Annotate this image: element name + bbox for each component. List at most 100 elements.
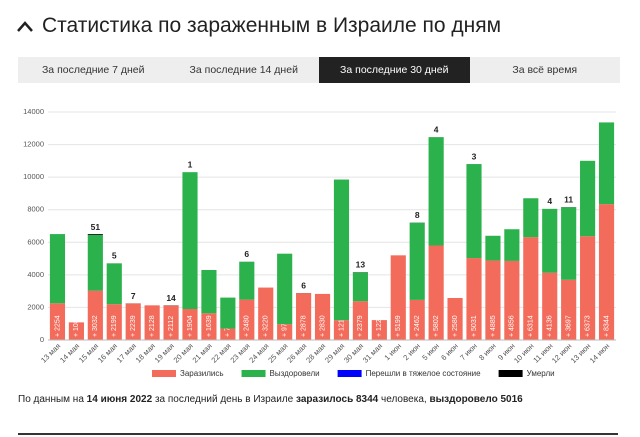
bar-segment	[598, 204, 615, 340]
footer-text: заразилось 8344	[296, 394, 379, 405]
x-tick-label: 21 мая	[191, 341, 214, 364]
value-label: + 2462	[414, 315, 421, 337]
legend-swatch	[241, 370, 266, 377]
value-label: + 2254	[54, 315, 61, 337]
bar-segment	[504, 229, 520, 261]
footer-text: выздоровело 5016	[429, 394, 523, 405]
value-label: + 1083	[73, 315, 80, 337]
bar-segment	[598, 122, 615, 205]
x-tick-label: 5 июн	[420, 341, 441, 362]
value-label: + 975	[282, 319, 289, 337]
x-tick-label: 13 июн	[569, 341, 593, 365]
chevron-icon[interactable]	[16, 20, 34, 34]
value-label: + 5031	[471, 315, 478, 337]
x-tick-label: 6 июн	[439, 341, 460, 362]
tab[interactable]: За всё время	[512, 64, 578, 76]
bar-segment	[201, 313, 217, 340]
legend-label: Умерли	[527, 369, 555, 378]
x-tick-label: 1 июн	[382, 341, 403, 362]
value-label: + 4856	[509, 315, 516, 337]
bar-segment	[49, 303, 66, 340]
x-tick-label: 19 мая	[153, 341, 176, 364]
bar-segment	[561, 279, 577, 340]
value-label: + 1213	[338, 315, 345, 337]
y-tick-label: 8000	[27, 205, 44, 214]
bar-segment	[87, 290, 103, 340]
bar-segment	[163, 305, 179, 340]
legend-label: Выздоровели	[270, 369, 320, 378]
bar-segment	[523, 198, 539, 238]
value-label: + 2379	[357, 315, 364, 337]
bar-segment	[409, 299, 425, 340]
value-label: + 6373	[584, 315, 591, 337]
bar-segment	[87, 234, 103, 291]
bar-segment	[239, 261, 255, 300]
bar-segment	[49, 234, 66, 304]
bar-segment	[258, 287, 274, 340]
bar-segment	[466, 258, 482, 340]
value-label: + 2480	[244, 315, 251, 337]
bar-segment	[580, 236, 596, 340]
bar-segment	[523, 237, 539, 340]
x-tick-label: 24 мая	[247, 341, 270, 364]
bar-segment	[314, 293, 331, 340]
legend-swatch	[498, 370, 523, 377]
bar-segment	[447, 297, 463, 340]
divider	[18, 433, 618, 435]
bar-segment	[466, 164, 482, 259]
footer: По данным на 14 июня 2022 за последний д…	[18, 394, 523, 405]
value-label: + 5802	[433, 315, 440, 337]
legend-swatch	[337, 370, 362, 377]
bar-segment	[296, 293, 312, 340]
x-tick-label: 28 мая	[304, 341, 327, 364]
value-label: + 3032	[92, 315, 99, 337]
death-label: 4	[547, 196, 552, 206]
x-tick-label: 14 мая	[58, 341, 81, 364]
y-tick-label: 14000	[23, 107, 44, 116]
bar-segment	[561, 207, 577, 280]
bar-segment	[542, 272, 558, 340]
tab[interactable]: За последние 30 дней	[319, 57, 470, 83]
value-label: + 2830	[319, 315, 326, 337]
title: Статистика по зараженным в Израиле по дн…	[42, 14, 502, 37]
value-label: + 1639	[206, 315, 213, 337]
x-tick-label: 18 мая	[134, 341, 157, 364]
tab[interactable]: За последние 14 дней	[189, 64, 298, 76]
bar-segment	[277, 324, 293, 340]
x-tick-label: 10 июн	[512, 341, 536, 365]
bar-segment	[352, 301, 368, 340]
value-label: + 1904	[187, 315, 194, 337]
bar-segment	[220, 328, 236, 340]
bar-segment	[352, 272, 368, 302]
x-tick-label: 12 июн	[550, 341, 574, 365]
value-label: + 4885	[490, 315, 497, 337]
death-label: 13	[356, 260, 366, 270]
value-label: + 8344	[603, 315, 610, 337]
x-tick-label: 17 мая	[115, 341, 138, 364]
value-label: + 2239	[130, 315, 137, 337]
y-tick-label: 6000	[27, 237, 44, 246]
bar-segment	[333, 320, 350, 340]
bar-segment	[182, 172, 198, 309]
bar-segment	[428, 245, 444, 340]
death-label: 51	[91, 222, 101, 232]
bar-segment	[144, 305, 160, 340]
y-tick-label: 4000	[27, 270, 44, 279]
bar-segment	[428, 137, 444, 246]
bar-segment	[580, 160, 596, 237]
x-tick-label: 26 мая	[285, 341, 308, 364]
value-label: + 2580	[452, 315, 459, 337]
value-label: + 1222	[376, 315, 383, 337]
death-label: 7	[131, 291, 136, 301]
death-label: 8	[415, 210, 420, 220]
legend-swatch	[152, 370, 176, 377]
death-label: 6	[301, 280, 306, 290]
death-label: 5	[112, 251, 117, 261]
value-label: + 6314	[528, 315, 535, 337]
tab[interactable]: За последние 7 дней	[41, 64, 145, 76]
bar-segment	[68, 322, 84, 340]
y-tick-label: 2000	[27, 302, 44, 311]
bar-segment	[542, 208, 558, 273]
footer-text: По данным на	[18, 394, 87, 405]
